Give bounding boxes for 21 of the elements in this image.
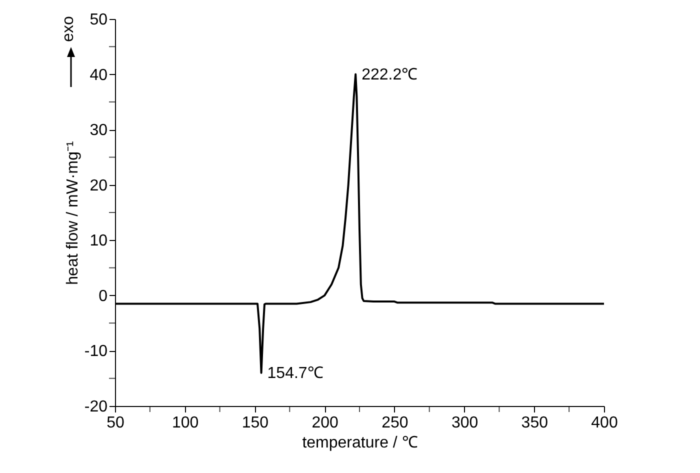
- text: exo: [60, 16, 78, 42]
- x-tick-label: 400: [591, 414, 618, 432]
- x-tick-label: 150: [242, 414, 269, 432]
- y-tick-label: -10: [84, 343, 108, 360]
- y-tick-label: 10: [90, 232, 108, 250]
- y-axis-title: heat flow / mW·mg⁻¹: [64, 141, 82, 285]
- x-tick-label: 200: [312, 414, 339, 432]
- y-tick-label: 0: [98, 288, 108, 305]
- x-tick-label: 50: [106, 414, 124, 432]
- x-axis-title: temperature / ℃: [302, 434, 418, 452]
- y-tick-label: 40: [90, 66, 108, 84]
- x-tick-label: 300: [451, 414, 478, 432]
- x-tick-label: 100: [172, 414, 199, 432]
- annotation: 154.7℃: [267, 364, 324, 382]
- y-tick-label: 30: [90, 122, 108, 140]
- x-tick-label: 350: [521, 414, 548, 432]
- annotation: 222.2℃: [362, 66, 418, 84]
- x-tick-label: 250: [382, 414, 408, 432]
- y-tick-label: 50: [90, 12, 108, 28]
- y-tick-label: -20: [84, 398, 108, 416]
- y-tick-label: 20: [90, 177, 108, 194]
